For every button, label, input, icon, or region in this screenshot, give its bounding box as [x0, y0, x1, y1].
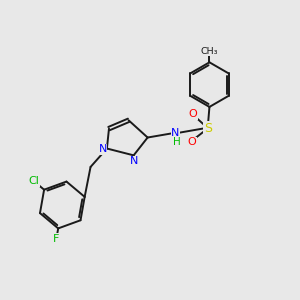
Text: CH₃: CH₃	[201, 46, 218, 56]
Text: N: N	[99, 144, 107, 154]
Text: N: N	[130, 156, 138, 166]
Text: O: O	[187, 137, 196, 147]
Text: F: F	[53, 234, 60, 244]
Text: O: O	[189, 109, 197, 119]
Text: Cl: Cl	[28, 176, 39, 186]
Text: H: H	[173, 137, 181, 147]
Text: N: N	[171, 128, 179, 138]
Text: S: S	[204, 122, 212, 135]
